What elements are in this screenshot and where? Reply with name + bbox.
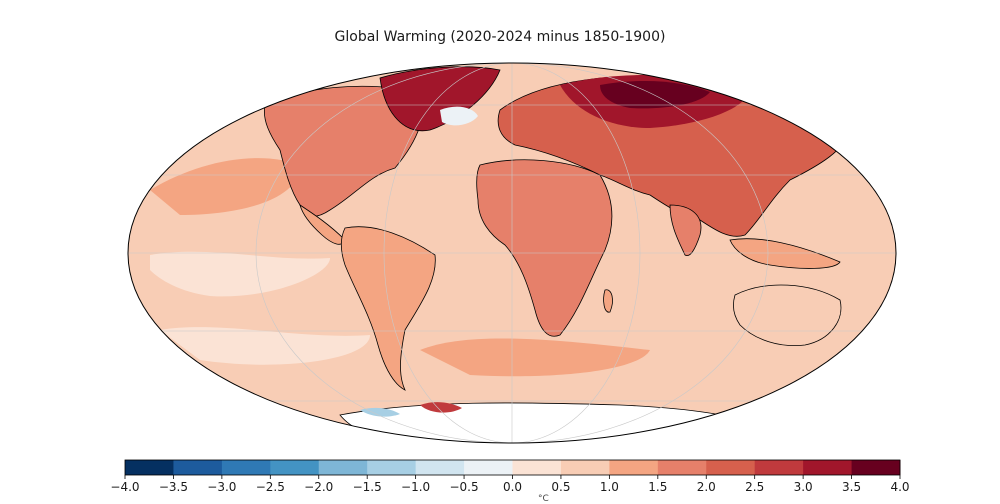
colorbar-swatch (221, 460, 271, 475)
land-se-asia-islands (729, 238, 841, 269)
land-central-america (299, 204, 346, 245)
colorbar-swatch (657, 460, 707, 475)
south-atlantic-warm-patch (420, 338, 650, 377)
colorbar-swatch (851, 460, 901, 475)
siberia-core (600, 80, 710, 109)
land-greenland (379, 66, 501, 132)
south-pacific-cool-band (160, 327, 370, 365)
colorbar-swatch (415, 460, 465, 475)
colorbar-tick-label: 1.5 (648, 480, 668, 494)
colorbar-unit-label: °C (538, 494, 549, 504)
colorbar-tick-label: −0.5 (449, 480, 479, 494)
globe-outline (127, 62, 897, 444)
colorbar-tick-label: 1.0 (599, 480, 619, 494)
colorbar-swatch (512, 460, 562, 475)
colorbar-swatch (173, 460, 223, 475)
colorbar-tick-label: −2.0 (304, 480, 334, 494)
east-pacific-cool-band (150, 251, 330, 297)
colorbar-tick-label: 0.0 (502, 480, 523, 494)
north-atlantic-cool-spot (440, 106, 478, 126)
land-india (669, 204, 702, 257)
colorbar-swatch (464, 460, 513, 475)
colorbar-tick-label: 0.5 (551, 480, 571, 494)
colorbar-tick-label: −1.5 (352, 480, 382, 494)
colorbar-swatch (609, 460, 659, 475)
colorbar-tick-label: 2.0 (696, 480, 716, 494)
colorbar-tick-label: 4.0 (890, 480, 910, 494)
colorbar-tick-label: 2.5 (745, 480, 765, 494)
graticule (128, 63, 896, 443)
colorbar-tick-label: −1.0 (401, 480, 431, 494)
colorbar-swatch (125, 460, 174, 475)
colorbar-swatch (270, 460, 320, 475)
colorbar-tick-label: 3.5 (842, 480, 862, 494)
colorbar-tick-label: 3.0 (793, 480, 813, 494)
colorbar-swatch (706, 460, 756, 475)
colorbar-swatch (318, 460, 368, 475)
colorbar-swatch (803, 460, 853, 475)
map-title: Global Warming (2020-2024 minus 1850-190… (334, 29, 666, 45)
land-south-america (340, 226, 436, 391)
land-madagascar (603, 289, 613, 313)
colorbar-swatch (560, 460, 610, 475)
colorbar-tick-label: −3.5 (158, 480, 189, 494)
colorbar-swatch (754, 460, 804, 475)
north-pacific-warm (150, 158, 300, 215)
colorbar-swatch (367, 460, 417, 475)
colorbar-tick-label: −4.0 (110, 480, 140, 494)
colorbar-tick-label: −2.5 (255, 480, 285, 494)
colorbar-tick-label: −3.0 (207, 480, 237, 494)
antarctic-peninsula-warm (420, 402, 462, 413)
weddell-cool-strip (360, 407, 400, 417)
